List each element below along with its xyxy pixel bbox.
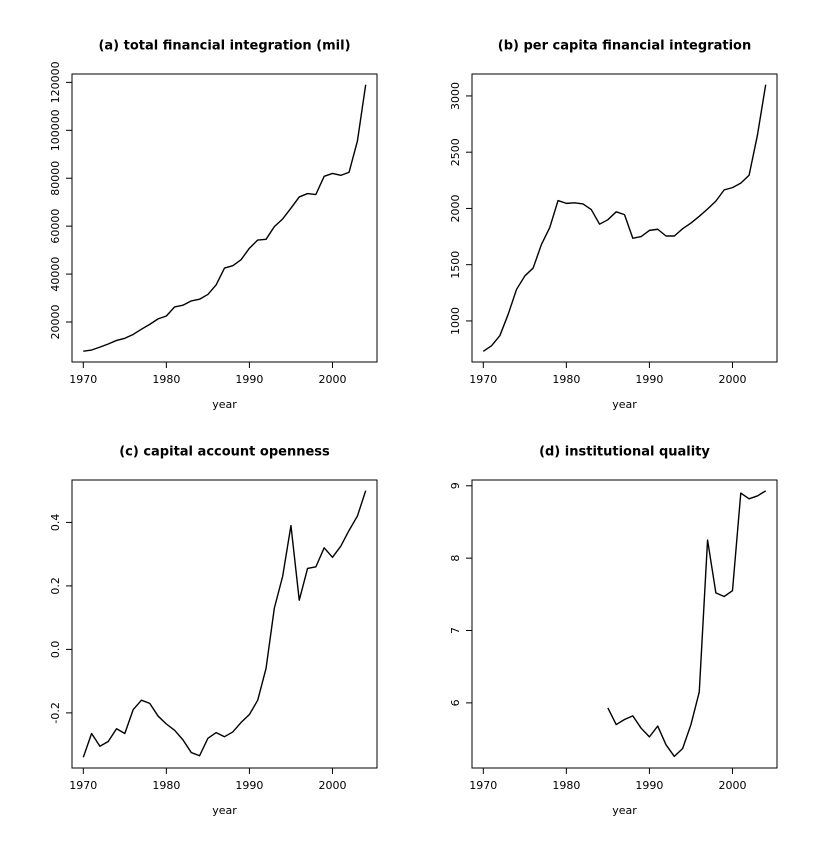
x-tick-label: 1970 [69,373,97,386]
x-tick-label: 1990 [235,373,263,386]
y-tick-label: 7 [449,627,462,634]
x-axis-label: year [212,398,237,411]
x-tick-label: 1990 [635,779,663,792]
x-axis-label: year [612,398,637,411]
x-tick-label: 1980 [552,373,580,386]
y-tick-label: -0.2 [49,702,62,723]
panel-title: (b) per capita financial integration [498,39,751,54]
y-tick-label: 40000 [49,257,62,292]
x-tick-label: 1990 [235,779,263,792]
x-tick-label: 2000 [718,779,746,792]
x-tick-label: 2000 [318,779,346,792]
y-tick-label: 6 [449,699,462,706]
y-tick-label: 60000 [49,209,62,244]
data-line [83,84,367,352]
plot-frame [71,479,378,769]
y-tick-label: 1500 [449,251,462,279]
y-tick-label: 2500 [449,138,462,166]
x-tick-label: 1990 [635,373,663,386]
y-tick-label: 2000 [449,194,462,222]
panel-title: (a) total financial integration (mil) [98,39,350,54]
y-tick-label: 1000 [449,307,462,335]
x-tick-label: 2000 [718,373,746,386]
x-axis-label: year [612,804,637,817]
x-tick-label: 1970 [469,779,497,792]
y-tick-label: 80000 [49,161,62,196]
x-tick-label: 2000 [318,373,346,386]
x-tick-label: 1980 [552,779,580,792]
y-tick-label: 20000 [49,304,62,339]
data-line [482,84,767,352]
data-line [607,490,767,758]
plot-frame [471,73,778,363]
x-tick-label: 1980 [152,779,180,792]
y-tick-label: 100000 [49,109,62,151]
y-tick-label: 0.0 [49,641,62,659]
data-line [82,490,367,758]
x-axis-label: year [212,804,237,817]
y-tick-label: 0.4 [49,514,62,532]
plot-frame [71,73,378,363]
x-tick-label: 1980 [152,373,180,386]
x-tick-label: 1970 [469,373,497,386]
panel-title: (c) capital account openness [119,445,330,460]
y-tick-label: 120000 [49,61,62,103]
plot-frame [471,479,778,769]
y-tick-label: 0.2 [49,577,62,595]
y-tick-label: 9 [449,482,462,489]
y-tick-label: 8 [449,555,462,562]
y-tick-label: 3000 [449,82,462,110]
panel-title: (d) institutional quality [539,445,710,460]
x-tick-label: 1970 [69,779,97,792]
